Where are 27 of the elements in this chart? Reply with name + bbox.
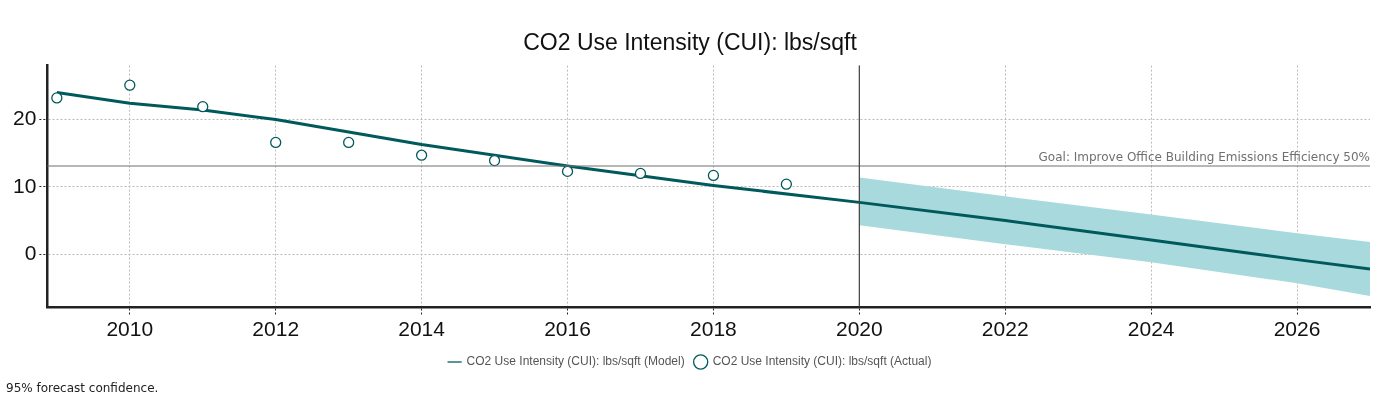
x-tick-label: 2014 — [398, 317, 446, 341]
x-tick-label: 2016 — [544, 317, 591, 341]
point — [707, 169, 720, 182]
chart-title: CO2 Use Intensity (CUI): lbs/sqft — [523, 29, 858, 56]
point — [51, 92, 63, 104]
legend-label: CO2 Use Intensity (CUI): lbs/sqft (Model) — [466, 354, 685, 369]
point — [124, 79, 136, 91]
legend-label: CO2 Use Intensity (CUI): lbs/sqft (Actual) — [712, 354, 932, 369]
x-tick-label: 2024 — [1127, 317, 1175, 341]
y-tick-label: 10 — [13, 173, 37, 197]
x-tick-label: 2018 — [690, 317, 737, 341]
text: 95% forecast confidence. — [6, 381, 159, 395]
x-tick-label: 2026 — [1273, 317, 1321, 341]
point — [634, 167, 647, 180]
point — [488, 154, 501, 167]
x-tick-label: 2012 — [252, 317, 300, 341]
point — [270, 136, 282, 149]
ref-line-label: Goal: Improve Office Building Emissions Efficiency 50% — [1038, 150, 1370, 165]
point — [415, 149, 428, 161]
point — [780, 178, 793, 190]
y-tick-label: 0 — [24, 241, 37, 265]
point — [197, 101, 209, 113]
x-tick-label: 2010 — [106, 317, 154, 341]
x-tick-label: 2020 — [835, 317, 883, 341]
point — [343, 136, 355, 149]
y-tick-label: 20 — [13, 106, 37, 130]
x-tick-label: 2022 — [981, 317, 1029, 341]
